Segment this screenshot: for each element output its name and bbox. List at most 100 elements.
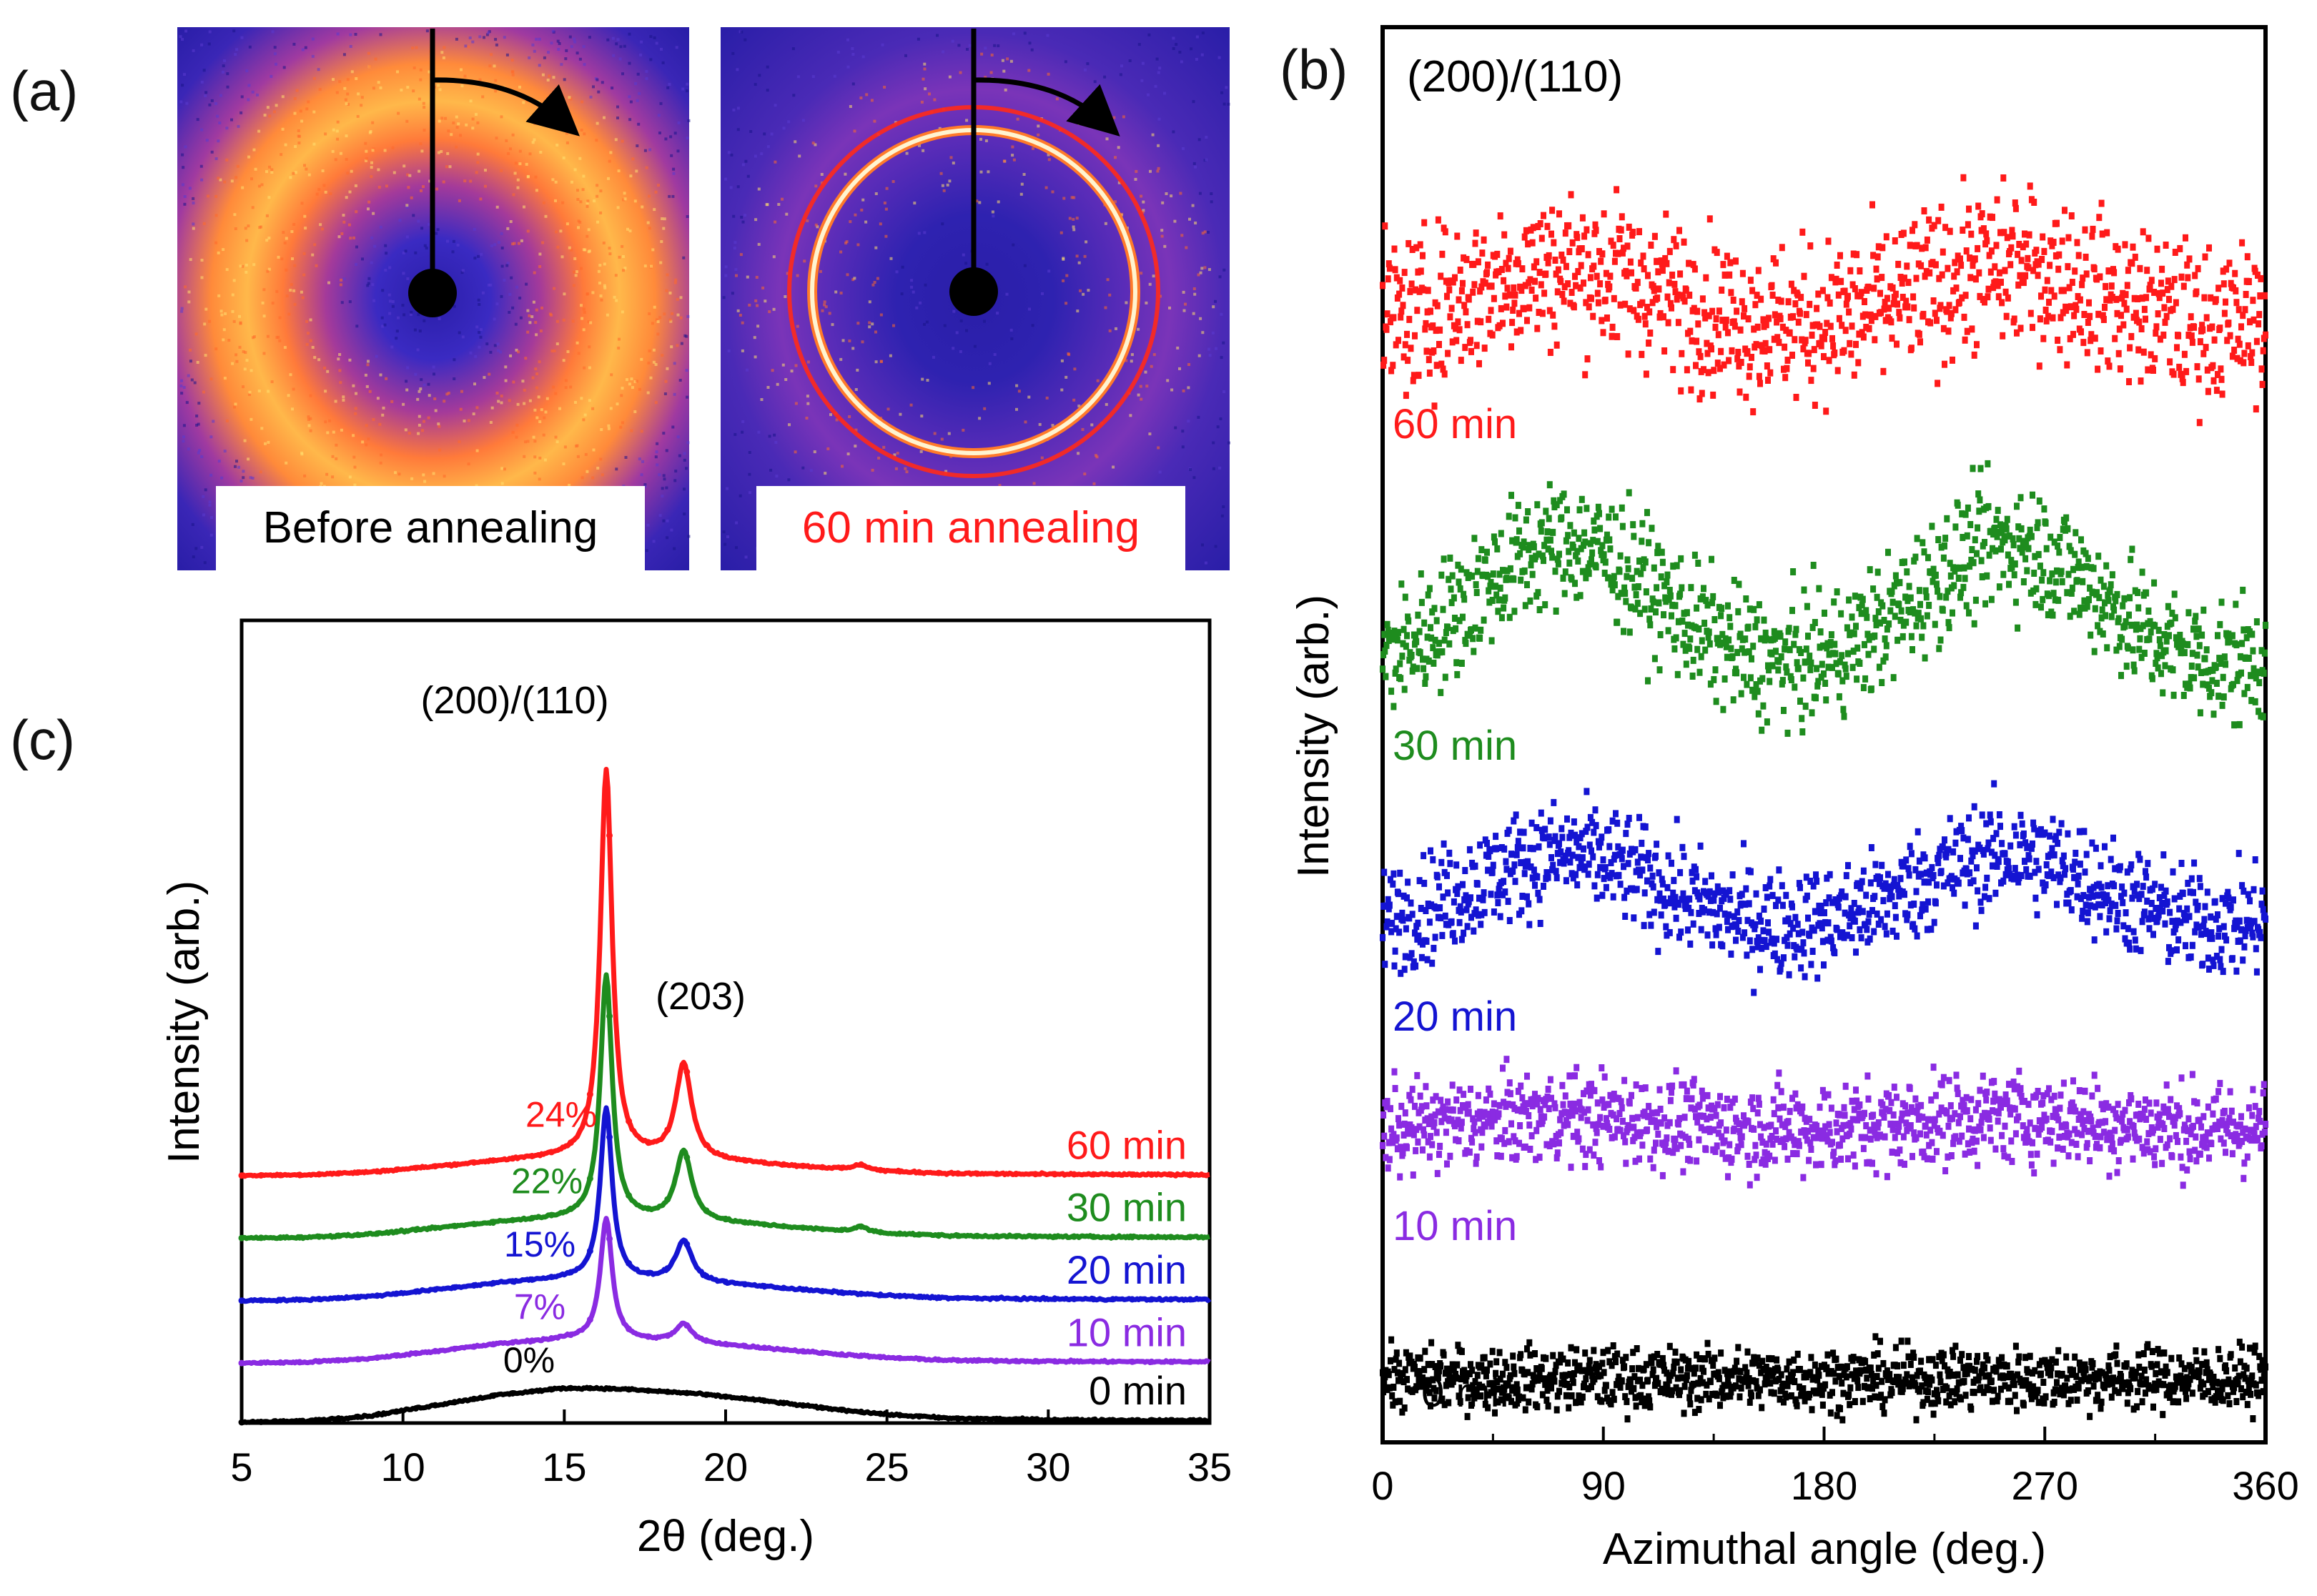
speckle-dot — [1137, 327, 1140, 331]
panel-b-data-point — [1543, 1141, 1550, 1149]
panel-b-data-point — [2075, 1384, 2082, 1392]
panel-b-data-point — [1747, 1181, 1753, 1189]
speckle-dot — [1093, 80, 1097, 84]
panel-b-data-point — [2180, 1181, 2186, 1189]
panel-b-data-point — [2241, 1174, 2247, 1182]
speckle-dot — [270, 171, 274, 174]
panel-b-data-point — [2194, 1099, 2200, 1107]
panel-b-data-point — [1605, 1347, 1611, 1354]
panel-b-data-point — [1950, 1139, 1957, 1147]
panel-c-data-point — [1032, 1357, 1039, 1364]
speckle-dot — [245, 359, 249, 362]
speckle-dot — [1208, 354, 1212, 357]
speckle-dot — [581, 188, 585, 192]
panel-b-data-point — [2094, 1141, 2100, 1149]
speckle-dot — [923, 231, 927, 234]
panel-b-data-point — [1866, 1159, 1872, 1166]
panel-b-data-point — [1681, 1382, 1688, 1390]
panel-b-data-point — [1610, 893, 1616, 901]
panel-b-data-point — [1472, 1129, 1478, 1136]
speckle-dot — [283, 242, 287, 244]
panel-c-xtick-label: 25 — [865, 1444, 909, 1490]
speckle-dot — [458, 199, 461, 202]
panel-b-data-point — [2067, 1397, 2074, 1404]
speckle-dot — [535, 37, 538, 41]
speckle-dot — [180, 379, 183, 382]
panel-b-data-point — [1829, 1139, 1835, 1146]
speckle-dot — [671, 194, 675, 198]
panel-c-xtick-label: 30 — [1026, 1444, 1070, 1490]
speckle-dot — [661, 495, 664, 498]
panel-b-data-point — [2022, 1354, 2029, 1362]
speckle-dot — [223, 450, 227, 453]
panel-b-data-point — [1972, 1367, 1978, 1374]
panel-b-data-point — [1704, 1381, 1710, 1389]
speckle-dot — [801, 466, 805, 470]
speckle-dot — [873, 119, 876, 123]
panel-b-data-point — [1833, 1119, 1839, 1127]
speckle-dot — [385, 377, 388, 380]
panel-b-data-point — [1544, 1093, 1551, 1101]
panel-b-data-point — [1493, 1137, 1500, 1145]
panel-b-data-point — [1600, 856, 1606, 864]
panel-c-data-point — [355, 1413, 361, 1420]
panel-c-xtick-label: 35 — [1187, 1444, 1232, 1490]
panel-b-data-point — [2153, 1369, 2159, 1377]
panel-b-data-point — [1408, 899, 1414, 907]
speckle-dot — [247, 98, 250, 101]
speckle-dot — [891, 180, 895, 183]
speckle-dot — [575, 444, 579, 447]
speckle-dot — [736, 185, 740, 189]
speckle-dot — [367, 282, 370, 285]
panel-b-data-point — [1663, 1139, 1669, 1146]
speckle-dot — [772, 307, 776, 311]
panel-b-data-point — [2025, 1101, 2032, 1109]
panel-b-data-point — [2062, 1382, 2069, 1390]
speckle-dot — [478, 303, 481, 306]
panel-b-data-point — [1646, 1393, 1652, 1401]
panel-b-data-point — [1608, 1400, 1614, 1408]
speckle-dot — [309, 339, 312, 342]
speckle-dot — [252, 263, 256, 267]
speckle-dot — [390, 345, 394, 349]
panel-b-data-point — [1744, 1152, 1751, 1160]
panel-b-data-point — [2080, 1108, 2087, 1116]
speckle-dot — [924, 283, 927, 287]
speckle-dot — [623, 44, 626, 48]
speckle-dot — [1225, 86, 1228, 89]
speckle-dot — [226, 85, 229, 89]
speckle-dot — [786, 272, 789, 275]
panel-b-data-point — [2012, 1105, 2018, 1113]
panel-b-data-point — [2103, 1118, 2109, 1126]
panel-b-data-point — [1824, 1364, 1830, 1372]
speckle-dot — [757, 187, 761, 191]
panel-c-data-point — [374, 1354, 381, 1362]
speckle-dot — [1023, 31, 1027, 35]
panel-c-data-point — [1051, 1233, 1058, 1240]
panel-b-data-point — [1822, 1093, 1827, 1101]
panel-c-data-point — [567, 1384, 574, 1392]
panel-b-data-point — [1509, 1154, 1516, 1161]
panel-b-data-point — [1784, 1382, 1791, 1389]
speckle-dot — [289, 289, 292, 292]
panel-b-data-point — [1995, 1109, 2002, 1117]
speckle-dot — [311, 54, 315, 58]
panel-c-data-point — [1148, 1417, 1155, 1424]
panel-b-data-point — [1756, 1362, 1762, 1369]
speckle-dot — [533, 471, 537, 475]
speckle-dot — [382, 406, 385, 410]
speckle-dot — [1157, 144, 1160, 147]
panel-b-data-point — [1779, 1121, 1785, 1129]
panel-b-data-point — [1842, 1082, 1849, 1090]
panel-b-data-point — [1980, 1134, 1987, 1141]
panel-b-data-point — [1385, 896, 1391, 903]
speckle-dot — [654, 190, 658, 194]
speckle-dot — [237, 124, 240, 128]
speckle-dot — [599, 457, 603, 461]
speckle-dot — [1220, 91, 1224, 94]
panel-b-data-point — [2151, 1153, 2158, 1161]
speckle-dot — [1227, 102, 1230, 106]
speckle-dot — [814, 223, 818, 227]
speckle-dot — [223, 377, 227, 380]
speckle-dot — [222, 338, 225, 342]
